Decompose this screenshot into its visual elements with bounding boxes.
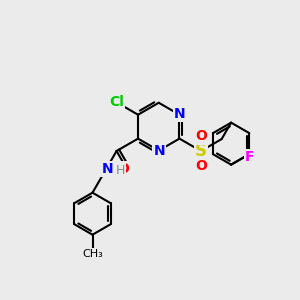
- Text: F: F: [244, 150, 254, 164]
- Text: CH₃: CH₃: [82, 249, 103, 259]
- Text: Cl: Cl: [109, 95, 124, 109]
- Text: O: O: [195, 159, 207, 172]
- Text: O: O: [118, 162, 130, 176]
- Text: N: N: [154, 144, 165, 158]
- Text: N: N: [174, 107, 186, 121]
- Text: N: N: [101, 162, 113, 176]
- Text: S: S: [195, 142, 207, 160]
- Text: H: H: [116, 164, 125, 177]
- Text: O: O: [195, 129, 207, 143]
